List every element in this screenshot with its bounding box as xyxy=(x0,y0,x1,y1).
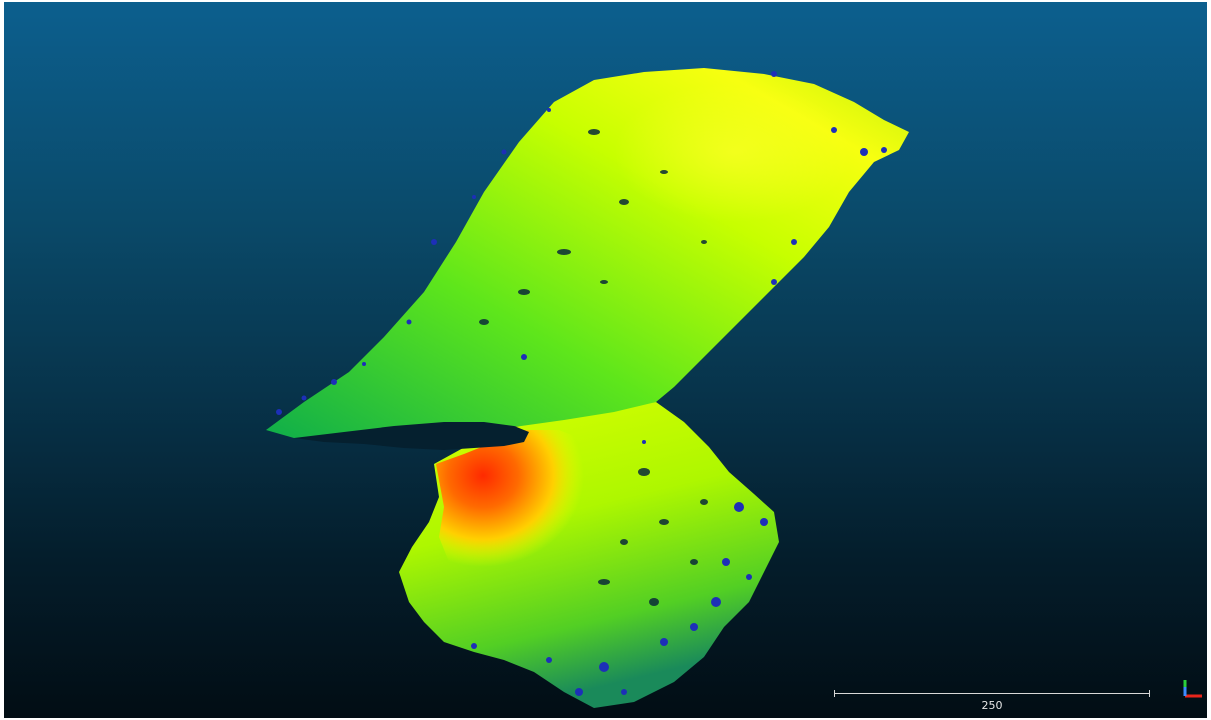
axis-trihedron-icon xyxy=(1183,680,1202,698)
edge-noise-points xyxy=(276,71,887,696)
point-cloud xyxy=(266,68,909,708)
surface-gap xyxy=(294,422,529,450)
scale-bar-right-tick xyxy=(1149,690,1150,697)
scale-bar-line xyxy=(834,693,1150,694)
high-elevation-region xyxy=(436,430,604,582)
scale-bar-left-tick xyxy=(834,690,835,697)
scale-bar: 250 xyxy=(834,690,1150,718)
3d-viewport[interactable]: 250 xyxy=(4,2,1207,718)
surface-holes xyxy=(479,129,708,606)
scale-bar-label: 250 xyxy=(981,699,1003,712)
